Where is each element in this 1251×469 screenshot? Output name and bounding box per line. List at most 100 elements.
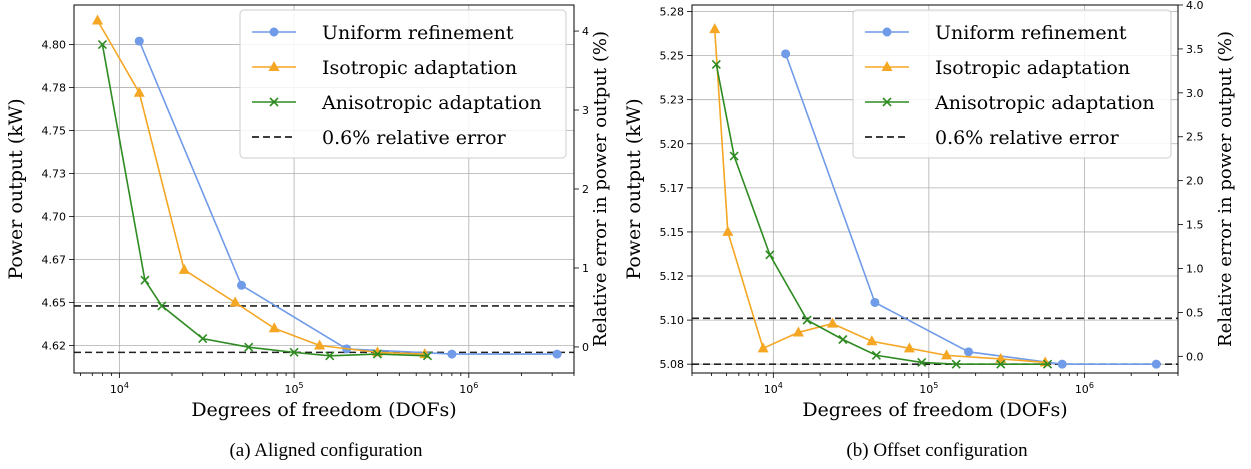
y2-tick-label: 4.0 — [1186, 0, 1204, 12]
series-line — [96, 20, 425, 355]
data-point-stroke — [951, 359, 961, 369]
legend-label: Uniform refinement — [935, 22, 1127, 44]
x-tick-label: 106 — [1075, 381, 1094, 396]
chart-caption: (a) Aligned configuration — [229, 440, 423, 461]
data-point-stroke — [244, 342, 254, 352]
plot-frame — [691, 4, 1179, 374]
data-point-stroke — [372, 349, 383, 359]
chart-caption: (b) Offset configuration — [846, 440, 1028, 461]
data-point — [870, 297, 880, 307]
legend: Uniform refinement Isotropic adaptation An… — [852, 9, 1172, 159]
y2-tick-label: 4 — [582, 25, 589, 38]
data-point-stroke — [198, 334, 208, 344]
data-point — [917, 357, 927, 367]
y-axis-label: Power output (kW) — [5, 98, 27, 279]
y2-tick-label: 3.0 — [1186, 87, 1204, 100]
x-tick-label: 105 — [285, 381, 304, 396]
y-tick-label: 5.08 — [660, 358, 685, 371]
data-point — [372, 349, 383, 359]
data-point — [941, 349, 953, 360]
y-tick-label: 5.20 — [660, 138, 685, 151]
y-tick-label: 5.23 — [660, 94, 685, 107]
series-line — [715, 64, 1048, 365]
x-tick-label: 104 — [110, 381, 129, 396]
data-point — [722, 225, 734, 236]
y2-tick-label: 0.0 — [1186, 350, 1204, 363]
data-point — [236, 280, 246, 290]
y-tick-label: 4.65 — [42, 296, 67, 309]
legend: Uniform refinement Isotropic adaptation An… — [239, 9, 567, 159]
x-axis-label: Degrees of freedom (DOFs) — [802, 399, 1067, 421]
y-axis-label: Power output (kW) — [623, 98, 645, 279]
y2-tick-label: 2.5 — [1186, 131, 1204, 144]
legend-box — [239, 9, 567, 159]
data-point-stroke — [871, 350, 881, 360]
data-point-stroke — [157, 301, 167, 311]
series-line — [713, 29, 1046, 364]
legend-marker — [882, 97, 892, 107]
data-point-stroke — [996, 359, 1006, 369]
data-point — [134, 36, 144, 46]
data-point — [133, 86, 145, 97]
legend-label: Anisotropic adaptation — [321, 92, 542, 114]
data-point — [1151, 359, 1161, 369]
data-point — [422, 351, 433, 361]
legend-marker — [269, 27, 279, 37]
legend-label: 0.6% relative error — [935, 127, 1120, 149]
legend-label: Anisotropic adaptation — [934, 92, 1155, 114]
data-point — [1057, 359, 1067, 369]
data-point-stroke — [711, 59, 721, 69]
chart-panel-1: 104 105 106 5.08 5.10 5.12 5.15 5.17 5.20 5.23 5.2… — [623, 0, 1236, 461]
data-point-stroke — [289, 347, 299, 357]
data-point — [289, 347, 299, 357]
y2-tick-label: 3 — [582, 104, 589, 117]
y-tick-label: 4.70 — [42, 211, 67, 224]
legend-label: 0.6% relative error — [322, 127, 507, 149]
data-point — [781, 49, 791, 59]
y-tick-label: 5.15 — [660, 226, 685, 239]
y2-tick-label: 2.0 — [1186, 175, 1204, 188]
data-point — [802, 315, 812, 325]
legend-marker — [882, 27, 892, 37]
y-tick-label: 5.25 — [660, 50, 685, 63]
data-point — [964, 347, 974, 357]
data-point-stroke — [838, 334, 848, 345]
data-point — [866, 335, 878, 346]
data-point — [140, 275, 150, 285]
data-point — [765, 250, 775, 260]
y-tick-label: 5.17 — [660, 182, 685, 195]
data-point-stroke — [765, 250, 775, 260]
y-tick-label: 5.10 — [660, 314, 685, 327]
x-tick-label: 106 — [459, 381, 478, 396]
data-point — [709, 23, 721, 34]
legend-label: Isotropic adaptation — [935, 57, 1130, 79]
y-tick-label: 4.75 — [42, 125, 67, 138]
data-point — [198, 334, 208, 344]
y2-tick-label: 0 — [582, 341, 589, 354]
y-tick-label: 4.62 — [42, 339, 67, 352]
legend-label: Isotropic adaptation — [322, 57, 517, 79]
legend-box — [852, 9, 1172, 159]
data-point — [552, 349, 562, 359]
legend-label: Uniform refinement — [322, 22, 514, 44]
legend-marker — [881, 61, 893, 71]
y-tick-label: 4.73 — [42, 168, 67, 181]
data-point — [729, 151, 739, 161]
data-point-stroke — [325, 351, 335, 361]
y2-axis-label: Relative error in power output (%) — [1215, 31, 1236, 347]
y2-tick-label: 1 — [582, 262, 589, 275]
y2-tick-label: 2 — [582, 183, 589, 196]
data-point — [178, 263, 190, 274]
data-point — [157, 301, 167, 311]
data-point — [711, 59, 721, 69]
data-point — [229, 296, 241, 307]
y2-tick-label: 1.0 — [1186, 262, 1204, 275]
data-point — [903, 342, 915, 353]
data-point-stroke — [97, 39, 107, 50]
data-point-stroke — [140, 275, 150, 285]
data-point — [1043, 359, 1053, 369]
y-tick-label: 5.12 — [660, 270, 685, 283]
data-point — [325, 351, 335, 361]
data-point — [826, 317, 838, 328]
